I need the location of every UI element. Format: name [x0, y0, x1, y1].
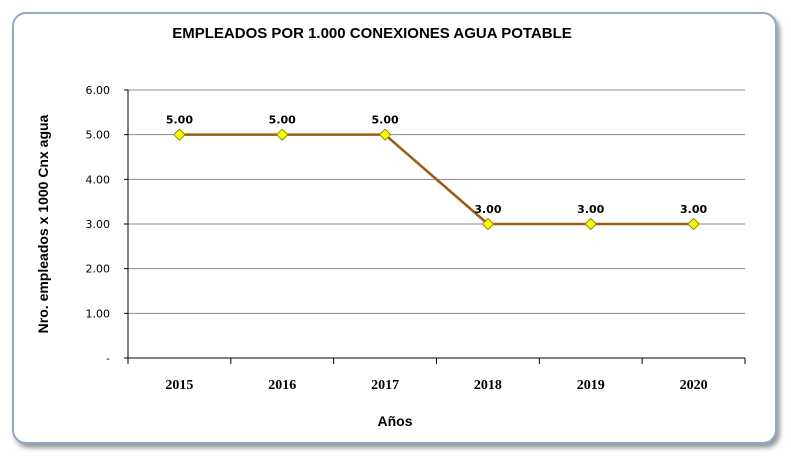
series-line-path: [179, 133, 694, 226]
series-line: [179, 133, 694, 226]
y-tick-label: 1.00: [86, 307, 111, 320]
gridlines: [128, 89, 745, 314]
y-tick-label: 3.00: [86, 218, 111, 231]
data-label: 3.00: [474, 203, 501, 216]
y-tick-label: 2.00: [86, 263, 111, 276]
data-label: 5.00: [372, 114, 399, 127]
data-label: 3.00: [680, 203, 707, 216]
y-tick-label: 6.00: [86, 84, 111, 97]
x-tick-label: 2017: [371, 378, 399, 393]
x-axis-label: Años: [378, 413, 413, 429]
data-point-marker: [276, 128, 289, 141]
y-tick-label: -: [106, 352, 110, 365]
data-labels: 5.00 5.00 5.00 3.00 3.00 3.00: [166, 114, 708, 216]
data-point-marker: [687, 217, 700, 231]
x-tick-label: 2018: [474, 378, 502, 393]
data-point-marker: [481, 217, 495, 231]
x-tick-labels: 2015 2016 2017 2018 2019 2020: [165, 378, 707, 393]
axes: [124, 89, 746, 364]
data-point-marker: [584, 217, 597, 231]
chart-frame: [12, 12, 777, 444]
x-tick-label: 2016: [268, 378, 296, 393]
x-tick-label: 2015: [165, 378, 193, 393]
chart-title: EMPLEADOS POR 1.000 CONEXIONES AGUA POTA…: [172, 25, 572, 42]
x-tick-label: 2019: [577, 378, 605, 393]
data-label: 5.00: [269, 114, 296, 127]
y-tick-label: 5.00: [86, 129, 111, 142]
x-tick-label: 2020: [680, 378, 708, 393]
y-tick-label: 4.00: [86, 173, 111, 186]
series-markers: [173, 128, 700, 231]
y-tick-labels: - 1.00 2.00 3.00 4.00 5.00 6.00: [86, 84, 111, 365]
data-label: 5.00: [166, 114, 193, 127]
data-point-marker: [173, 128, 186, 141]
y-axis-label: Nro. empleados x 1000 Cnx agua: [35, 114, 51, 333]
data-label: 3.00: [577, 203, 604, 216]
data-point-marker: [378, 128, 392, 141]
